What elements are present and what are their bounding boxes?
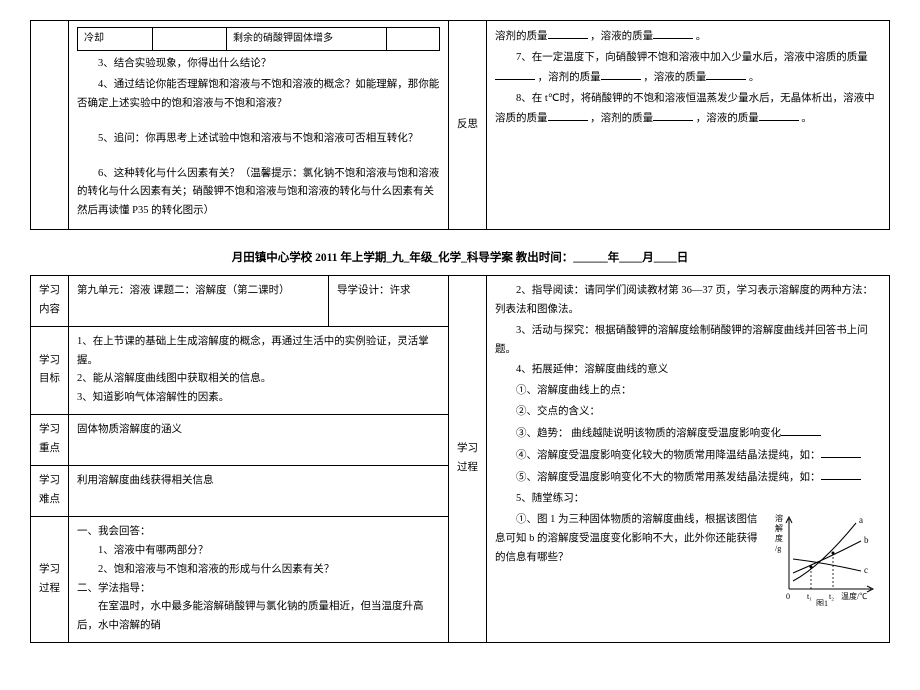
row5-l3: 2、饱和溶液与不饱和溶液的形成与什么因素有关？ xyxy=(77,561,440,580)
row3-content: 固体物质溶解度的涵义 xyxy=(69,415,449,466)
upper-right-label: 反思 xyxy=(449,21,487,230)
row4-label: 学习难点 xyxy=(31,466,69,517)
section-header: 月田镇中心学校 2011 年上学期_九_年级_化学_科导学案 教出时间：____… xyxy=(30,248,890,269)
upper-right-content: 溶剂的质量 ，溶液的质量 。 7、在一定温度下，向硝酸钾不饱和溶液中加入少量水后… xyxy=(487,21,890,230)
svg-text:t₁: t₁ xyxy=(807,592,812,601)
svg-text:t₂: t₂ xyxy=(829,592,834,601)
svg-text:b: b xyxy=(864,535,869,545)
q4: 4、通过结论你能否理解饱和溶液与不饱和溶液的概念？如能理解，那你能否确定上述实验… xyxy=(77,76,440,114)
r2: 7、在一定温度下，向硝酸钾不饱和溶液中加入少量水后，溶液中溶质的质量 xyxy=(516,52,868,63)
row5-l4: 二、学法指导： xyxy=(77,580,440,599)
row2-content: 1、在上节课的基础上生成溶解度的概念，再通过生活中的实例验证，灵活掌握。 2、能… xyxy=(69,326,449,415)
r3c: ，溶液的质量 xyxy=(696,113,759,124)
row2-label: 学习目标 xyxy=(31,326,69,415)
right-col-label: 学习过程 xyxy=(449,275,487,642)
row5-label: 学习过程 xyxy=(31,516,69,642)
svg-text:/g: /g xyxy=(775,544,781,553)
rc7: ④、溶解度受温度影响变化较大的物质常用降温结晶法提纯，如： xyxy=(516,450,821,461)
inner-cell-blank2 xyxy=(386,28,439,51)
row2-l3: 3、知道影响气体溶解性的因素。 xyxy=(77,389,440,408)
rc2: 3、活动与探究：根据硝酸钾的溶解度绘制硝酸钾的溶解度曲线并回答书上问题。 xyxy=(495,322,881,360)
row1-c1: 第九单元：溶液 课题二：溶解度（第二课时） xyxy=(69,275,329,326)
upper-left-content: 冷却 剩余的硝酸钾固体增多 3、结合实验现象，你得出什么结论？ 4、通过结论你能… xyxy=(69,21,449,230)
rc5: ②、交点的含义： xyxy=(495,403,881,422)
rc6: ③、趋势： 曲线越陡说明该物质的溶解度受温度影响变化 xyxy=(516,428,781,439)
rc8: ⑤、溶解度受温度影响变化不大的物质常用蒸发结晶法提纯，如： xyxy=(516,472,821,483)
row1-label: 学习内容 xyxy=(31,275,69,326)
row5-l5: 在室温时，水中最多能溶解硝酸钾与氯化钠的质量相近，但当温度升高后，水中溶解的硝 xyxy=(77,598,440,636)
r3d: 。 xyxy=(801,113,812,124)
r3b: ，溶剂的质量 xyxy=(590,113,653,124)
row2-l1: 1、在上节课的基础上生成溶解度的概念，再通过生活中的实例验证，灵活掌握。 xyxy=(77,333,440,371)
chart-caption: 图1 xyxy=(816,599,828,606)
table-lower: 学习内容 第九单元：溶液 课题二：溶解度（第二课时） 导学设计：许求 学习过程 … xyxy=(30,275,890,643)
row1-c2: 导学设计：许求 xyxy=(329,275,449,326)
svg-text:a: a xyxy=(859,515,863,525)
r1b: ，溶液的质量 xyxy=(590,31,653,42)
table-upper: 冷却 剩余的硝酸钾固体增多 3、结合实验现象，你得出什么结论？ 4、通过结论你能… xyxy=(30,20,890,230)
svg-text:0: 0 xyxy=(786,592,790,601)
q6: 6、这种转化与什么因素有关？（温馨提示：氯化钠不饱和溶液与饱和溶液的转化与什么因… xyxy=(77,165,440,222)
inner-mini-table: 冷却 剩余的硝酸钾固体增多 xyxy=(77,27,440,51)
row3-label: 学习重点 xyxy=(31,415,69,466)
rc4: ①、溶解度曲线上的点： xyxy=(495,382,881,401)
r2b: ，溶剂的质量 xyxy=(538,72,601,83)
r2c: ，溶液的质量 xyxy=(643,72,706,83)
svg-text:c: c xyxy=(864,565,868,575)
solubility-chart: a b c 溶 解 度 /g 0 t₁ t₂ 温度/℃ 图1 xyxy=(771,511,881,606)
rc1: 2、指导阅读：请同学们阅读教材第 36—37 页，学习表示溶解度的两种方法：列表… xyxy=(495,282,881,320)
chart-xlabel: 温度/℃ xyxy=(841,591,867,601)
row5-l1: 一、我会回答： xyxy=(77,523,440,542)
upper-left-label xyxy=(31,21,69,230)
row5-content: 一、我会回答： 1、溶液中有哪两部分？ 2、饱和溶液与不饱和溶液的形成与什么因素… xyxy=(69,516,449,642)
rc9: 5、随堂练习： xyxy=(495,490,881,509)
row2-l2: 2、能从溶解度曲线图中获取相关的信息。 xyxy=(77,370,440,389)
right-col-content: 2、指导阅读：请同学们阅读教材第 36—37 页，学习表示溶解度的两种方法：列表… xyxy=(487,275,890,642)
inner-cell-1: 冷却 xyxy=(78,28,153,51)
row4-content: 利用溶解度曲线获得相关信息 xyxy=(69,466,449,517)
chart-ylabel: 溶 xyxy=(775,513,783,523)
r2d: 。 xyxy=(749,72,760,83)
q5: 5、追问：你再思考上述试验中饱和溶液与不饱和溶液可否相互转化？ xyxy=(77,130,440,149)
svg-text:度: 度 xyxy=(775,533,783,543)
r1a: 溶剂的质量 xyxy=(495,31,548,42)
r1c: 。 xyxy=(696,31,707,42)
rc3: 4、拓展延伸：溶解度曲线的意义 xyxy=(495,361,881,380)
inner-cell-2: 剩余的硝酸钾固体增多 xyxy=(227,28,387,51)
row5-l2: 1、溶液中有哪两部分？ xyxy=(77,542,440,561)
svg-text:解: 解 xyxy=(775,523,783,533)
inner-cell-blank xyxy=(152,28,227,51)
q3: 3、结合实验现象，你得出什么结论？ xyxy=(77,55,440,74)
